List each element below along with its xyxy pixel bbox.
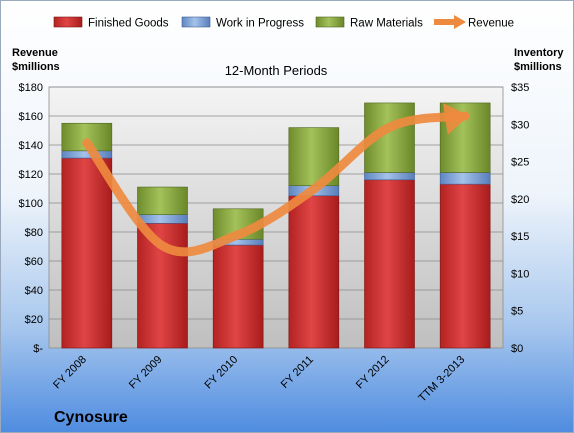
bar-work-in-progress — [61, 150, 113, 159]
right-tick-label: $35 — [511, 82, 529, 94]
right-axis-ticks: $0 $5 $10 $15 $20 $25 $30 $35 — [511, 82, 529, 355]
legend-label: Work in Progress — [216, 18, 304, 30]
legend-swatch — [53, 16, 83, 28]
bars — [61, 102, 491, 349]
right-tick-label: $5 — [511, 306, 523, 318]
bar-raw-materials — [137, 186, 188, 215]
revenue-line — [82, 103, 470, 257]
right-axis-title-line1: Inventory — [514, 47, 564, 59]
right-tick-label: $0 — [511, 343, 523, 355]
left-tick-label: $40 — [25, 285, 43, 297]
left-tick-label: $100 — [19, 198, 43, 210]
revenue-line-arrowhead — [443, 103, 470, 135]
right-axis-title-line2: $millions — [514, 61, 562, 73]
left-tick-label: $60 — [25, 256, 43, 268]
left-tick-label: $140 — [19, 140, 43, 152]
left-tick-label: $- — [33, 343, 43, 355]
right-tick-label: $10 — [511, 268, 529, 280]
bar-finished-goods — [364, 179, 415, 349]
legend-swatch — [181, 16, 211, 28]
bar-finished-goods — [61, 157, 113, 349]
bar-work-in-progress — [137, 214, 188, 224]
right-tick-label: $20 — [511, 194, 529, 206]
bar-work-in-progress — [364, 172, 415, 181]
revenue-line-path — [82, 111, 470, 257]
left-tick-label: $160 — [19, 111, 43, 123]
left-tick-label: $20 — [25, 314, 43, 326]
chart-subtitle: 12-Month Periods — [225, 63, 328, 78]
left-axis-ticks: $- $20 $40 $60 $80 $100 $120 $140 $160 $180 — [19, 82, 44, 355]
bar-finished-goods — [288, 195, 340, 349]
company-name: Cynosure — [54, 409, 128, 426]
left-tick-label: $120 — [19, 169, 43, 181]
bar-work-in-progress — [439, 172, 491, 185]
right-tick-label: $15 — [511, 231, 529, 243]
left-axis-title-line2: $millions — [12, 61, 60, 73]
right-tick-label: $25 — [511, 157, 529, 169]
left-tick-label: $80 — [25, 227, 43, 239]
left-axis-title-line1: Revenue — [12, 47, 58, 59]
right-tick-label: $30 — [511, 119, 529, 131]
legend: Finished Goods Work in Progress Raw Materi… — [53, 15, 514, 30]
bar-finished-goods — [439, 183, 491, 349]
left-tick-label: $180 — [19, 82, 43, 94]
bar-finished-goods — [212, 244, 264, 349]
legend-label: Revenue — [468, 18, 514, 30]
legend-swatch — [315, 16, 345, 28]
legend-swatch-arrow — [454, 15, 466, 29]
legend-label: Raw Materials — [350, 18, 423, 30]
legend-label: Finished Goods — [88, 18, 169, 30]
